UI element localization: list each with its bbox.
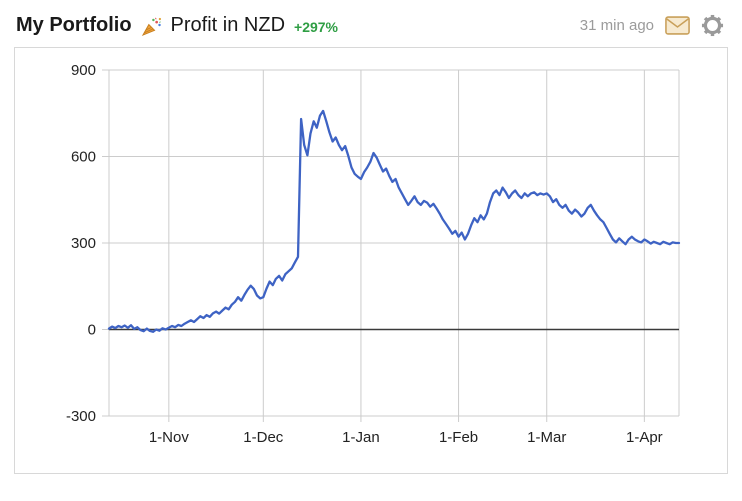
chart-card: 1-Nov 1-Dec 1-Jan 1-Feb 1-Mar 1-Apr -300 0 300 60…: [14, 47, 728, 474]
last-updated-label: 31 min ago: [579, 17, 654, 34]
x-tick-label: 1-Nov: [149, 429, 190, 446]
chart-subtitle: Profit in NZD: [170, 14, 286, 36]
y-tick-label: -300: [66, 408, 96, 425]
profit-change-badge: +297%: [294, 19, 338, 35]
y-tick-label: 600: [71, 149, 96, 166]
y-tick-label: 0: [88, 322, 96, 339]
envelope-icon[interactable]: [665, 16, 690, 35]
gear-icon[interactable]: [701, 14, 724, 37]
x-tick-label: 1-Jan: [342, 429, 380, 446]
profit-chart: 1-Nov 1-Dec 1-Jan 1-Feb 1-Mar 1-Apr -300 0 300 60…: [66, 62, 681, 446]
y-tick-label: 900: [71, 62, 96, 79]
header-title-group: My Portfolio Profit in NZD +297%: [16, 14, 338, 37]
page-title: My Portfolio: [16, 14, 132, 36]
x-tick-label: 1-Mar: [527, 429, 566, 446]
x-tick-label: 1-Dec: [243, 429, 284, 446]
y-tick-label: 300: [71, 235, 96, 252]
party-popper-icon: [141, 16, 162, 37]
profit-line-series: [107, 109, 681, 333]
x-tick-label: 1-Apr: [626, 429, 663, 446]
header-actions: 31 min ago: [580, 14, 724, 37]
x-tick-label: 1-Feb: [439, 429, 478, 446]
portfolio-widget: My Portfolio Profit in NZD +297% 31 min …: [0, 0, 742, 474]
header: My Portfolio Profit in NZD +297% 31 min …: [0, 0, 742, 47]
